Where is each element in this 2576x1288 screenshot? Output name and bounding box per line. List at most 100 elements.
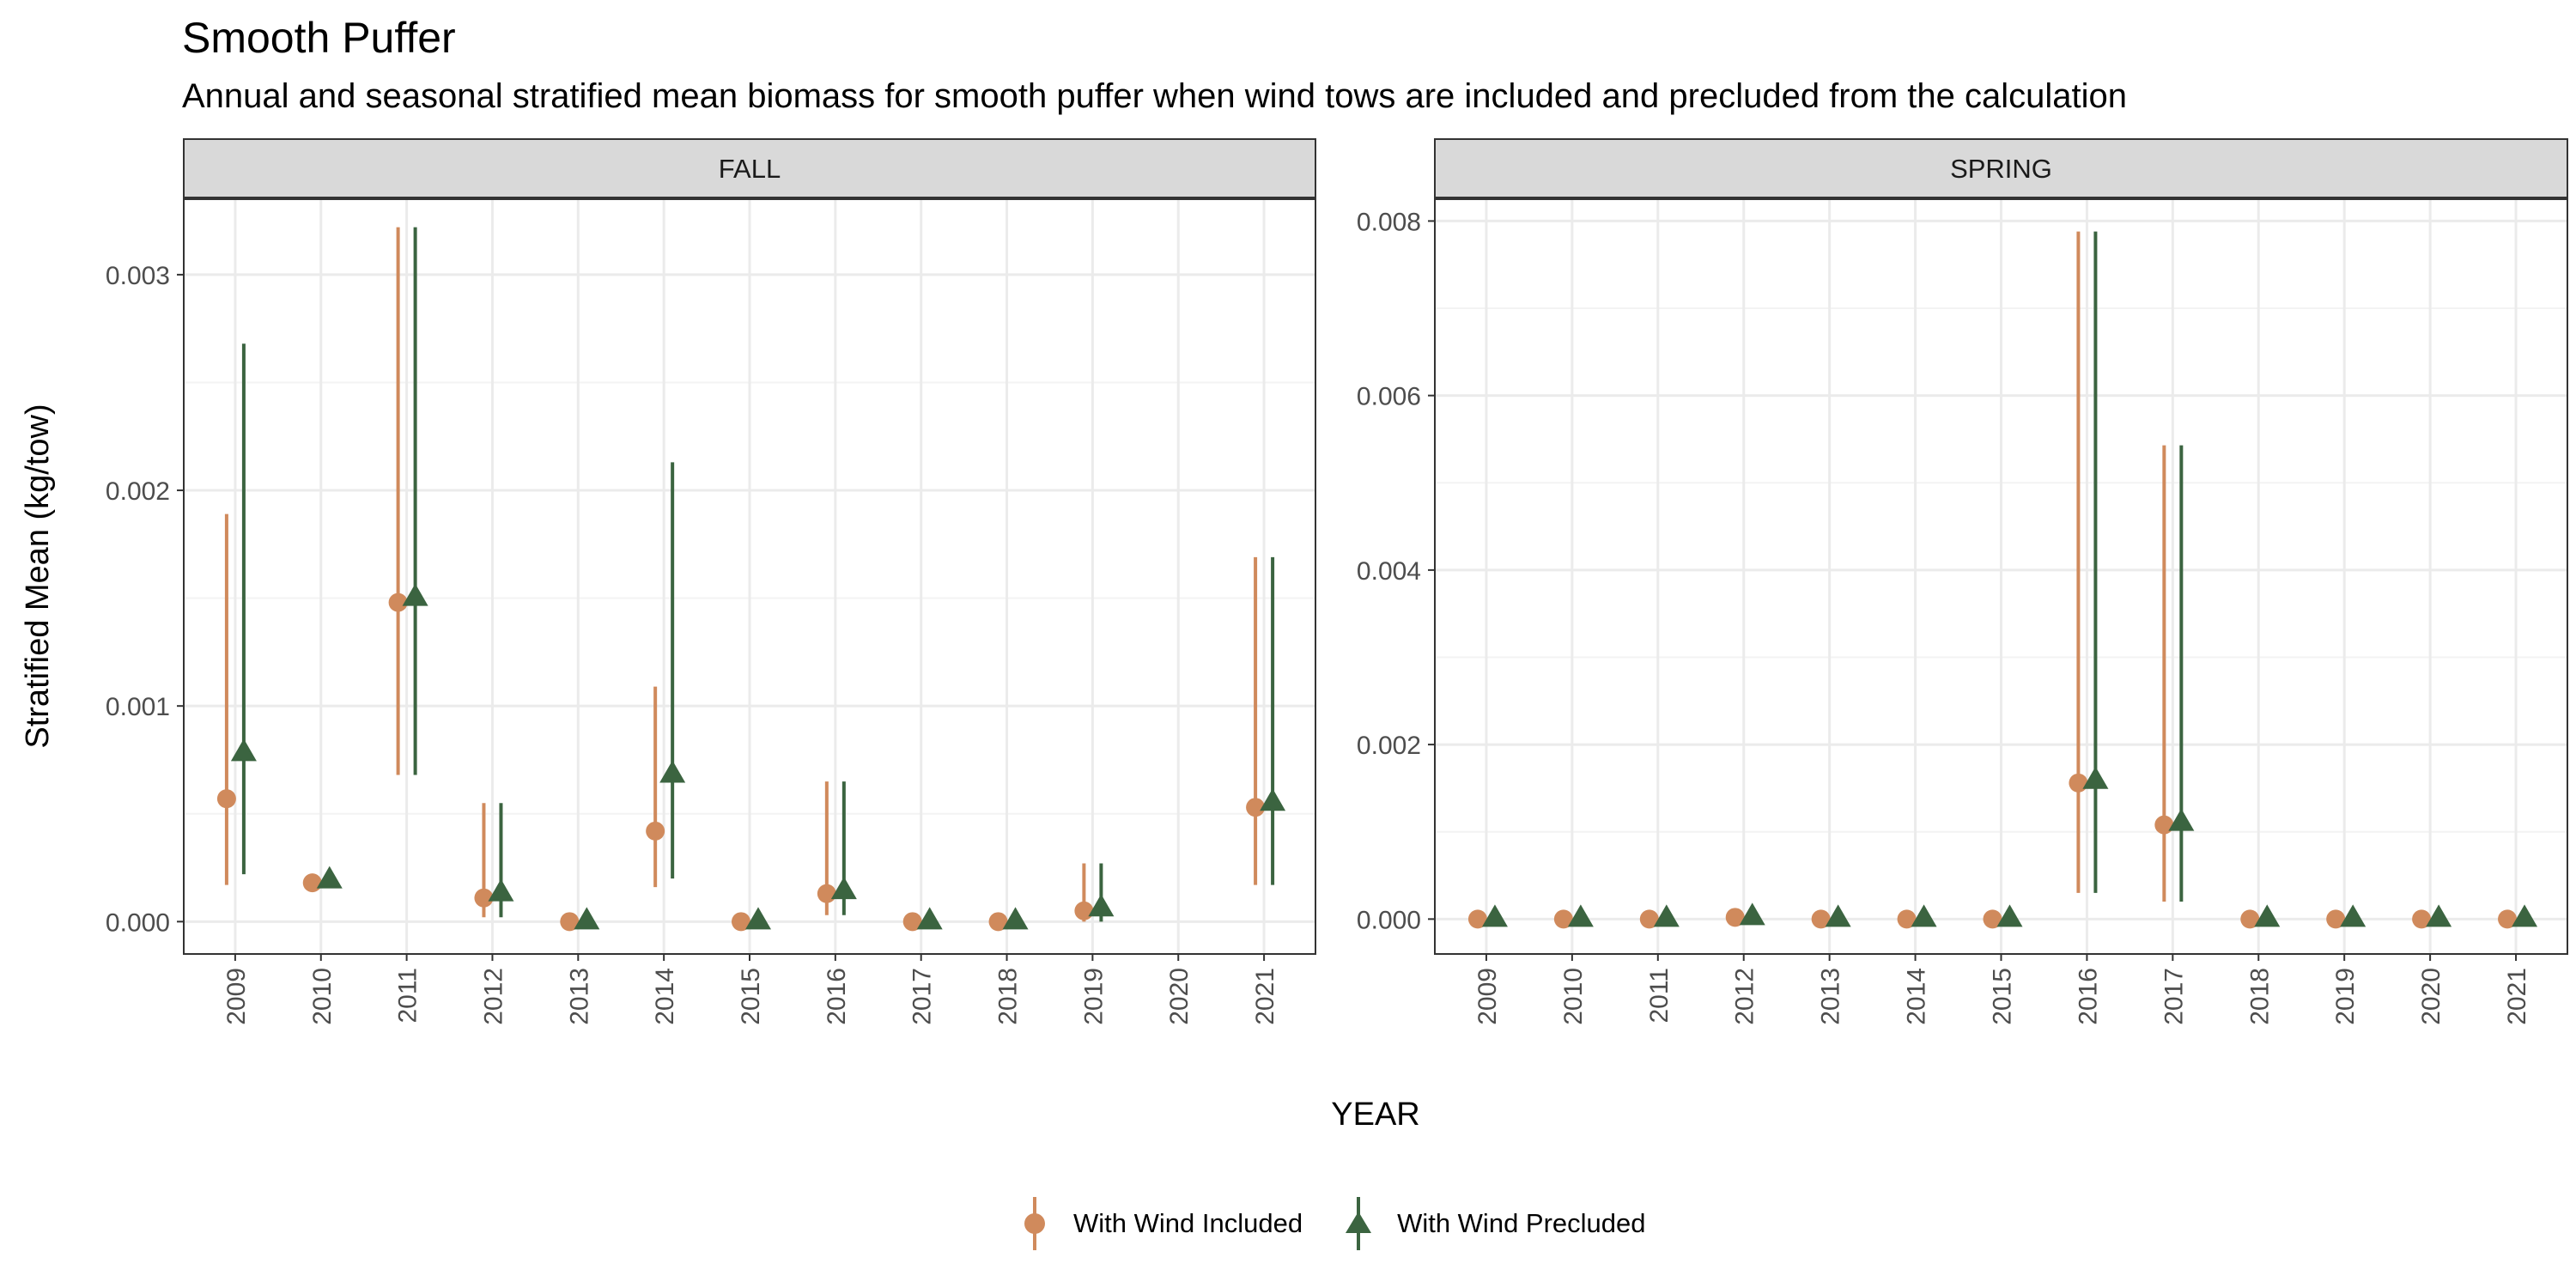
legend: With Wind Included With Wind Precluded [1013,1194,1680,1254]
point-spring-included-2009 [1467,909,1487,929]
x-tick-label-fall-2018: 2018 [994,968,1023,1025]
legend-included-circle [1024,1213,1045,1234]
point-spring-precluded-2009 [1481,904,1508,927]
point-spring-precluded-2020 [2426,904,2452,927]
point-spring-included-2018 [2240,909,2260,929]
x-tick-label-spring-2017: 2017 [2160,968,2188,1025]
x-tick-label-fall-2013: 2013 [565,968,593,1025]
x-tick-label-spring-2016: 2016 [2074,968,2102,1025]
x-tick-label-spring-2013: 2013 [1817,968,1845,1025]
point-spring-included-2013 [1811,909,1831,929]
y-tick-label-spring: 0.002 [1357,732,1421,760]
x-tick-label-fall-2016: 2016 [823,968,851,1025]
x-tick-label-fall-2015: 2015 [737,968,765,1025]
x-axis-title: YEAR [1331,1097,1419,1133]
x-tick-label-spring-2014: 2014 [1903,968,1931,1025]
y-tick-label-fall: 0.003 [106,262,170,290]
y-tick-label-spring: 0.000 [1357,906,1421,934]
point-spring-included-2019 [2326,909,2346,929]
point-spring-precluded-2013 [1825,904,1851,927]
point-spring-precluded-2019 [2340,904,2366,927]
panel-strip-spring [1434,138,2568,198]
point-fall-precluded-2016 [830,877,857,900]
point-fall-included-2021 [1246,798,1266,817]
y-tick-label-spring: 0.008 [1357,208,1421,236]
x-tick-label-spring-2009: 2009 [1473,968,1502,1025]
point-fall-included-2011 [388,592,408,612]
point-fall-included-2017 [902,912,922,932]
point-fall-precluded-2010 [316,866,343,889]
x-tick-label-spring-2011: 2011 [1645,968,1674,1024]
point-fall-included-2012 [474,888,494,908]
point-spring-included-2017 [2154,815,2174,835]
x-tick-label-fall-2011: 2011 [394,968,422,1024]
point-fall-precluded-2019 [1088,894,1115,917]
legend-precluded-triangle [1346,1212,1372,1233]
panel-strip-label-spring: SPRING [1950,154,2052,184]
point-fall-included-2014 [646,821,665,841]
point-fall-included-2010 [302,873,322,893]
point-spring-precluded-2018 [2254,904,2281,927]
x-tick-label-spring-2020: 2020 [2417,968,2445,1025]
x-tick-label-fall-2014: 2014 [651,968,679,1025]
y-tick-label-fall: 0.000 [106,908,170,937]
legend-label-precluded: With Wind Precluded [1397,1208,1646,1238]
point-spring-precluded-2012 [1739,902,1765,926]
y-tick-label-fall: 0.001 [106,693,170,721]
point-spring-included-2012 [1725,908,1745,927]
point-fall-precluded-2013 [574,907,600,930]
point-fall-precluded-2014 [659,760,686,783]
x-tick-label-fall-2009: 2009 [222,968,251,1025]
legend-item-included: With Wind Included [1013,1194,1303,1254]
x-tick-label-spring-2019: 2019 [2331,968,2360,1025]
point-spring-precluded-2015 [1996,904,2023,927]
point-fall-precluded-2015 [745,907,771,930]
point-spring-included-2016 [2069,773,2088,793]
x-tick-label-fall-2019: 2019 [1079,968,1108,1025]
legend-item-precluded: With Wind Precluded [1337,1194,1646,1254]
point-spring-precluded-2017 [2168,808,2195,831]
y-axis-title: Stratified Mean (kg/tow) [20,404,56,748]
panel-strip-label-fall: FALL [719,154,781,184]
legend-label-included: With Wind Included [1073,1208,1303,1238]
chart-title: Smooth Puffer [182,14,456,62]
point-spring-included-2014 [1897,909,1917,929]
x-tick-label-spring-2018: 2018 [2245,968,2274,1025]
point-fall-included-2009 [216,789,236,809]
point-fall-included-2015 [732,912,750,932]
x-tick-label-spring-2010: 2010 [1559,968,1588,1025]
point-fall-precluded-2018 [1002,907,1029,930]
legend-key-included-icon [1024,1197,1045,1250]
point-fall-precluded-2017 [916,907,943,930]
point-spring-included-2015 [1983,909,2002,929]
point-spring-precluded-2011 [1653,904,1680,927]
point-fall-precluded-2012 [488,878,514,902]
point-spring-precluded-2014 [1911,904,1937,927]
y-tick-label-spring: 0.004 [1357,557,1421,586]
x-tick-label-spring-2015: 2015 [1989,968,2017,1025]
y-tick-label-spring: 0.006 [1357,383,1421,411]
chart-subtitle: Annual and seasonal stratified mean biom… [182,77,2128,115]
point-spring-precluded-2010 [1567,904,1594,927]
legend-key-precluded-icon [1346,1197,1372,1250]
x-tick-label-fall-2010: 2010 [308,968,337,1025]
point-spring-included-2010 [1553,909,1573,929]
x-tick-label-fall-2021: 2021 [1251,968,1279,1025]
point-fall-included-2016 [817,884,836,903]
point-spring-included-2020 [2412,909,2432,929]
y-tick-label-fall: 0.002 [106,477,170,506]
point-fall-precluded-2011 [402,583,428,606]
x-tick-label-fall-2017: 2017 [908,968,937,1025]
point-fall-precluded-2009 [230,738,257,762]
x-tick-label-spring-2021: 2021 [2503,968,2531,1025]
x-tick-label-fall-2012: 2012 [479,968,507,1025]
point-fall-included-2019 [1074,901,1094,920]
point-spring-included-2011 [1639,909,1659,929]
point-fall-included-2013 [560,912,580,932]
point-fall-precluded-2021 [1260,788,1286,811]
x-tick-label-fall-2020: 2020 [1165,968,1194,1025]
point-spring-precluded-2016 [2082,766,2109,789]
x-tick-label-spring-2012: 2012 [1731,968,1759,1025]
point-fall-included-2018 [988,912,1008,932]
